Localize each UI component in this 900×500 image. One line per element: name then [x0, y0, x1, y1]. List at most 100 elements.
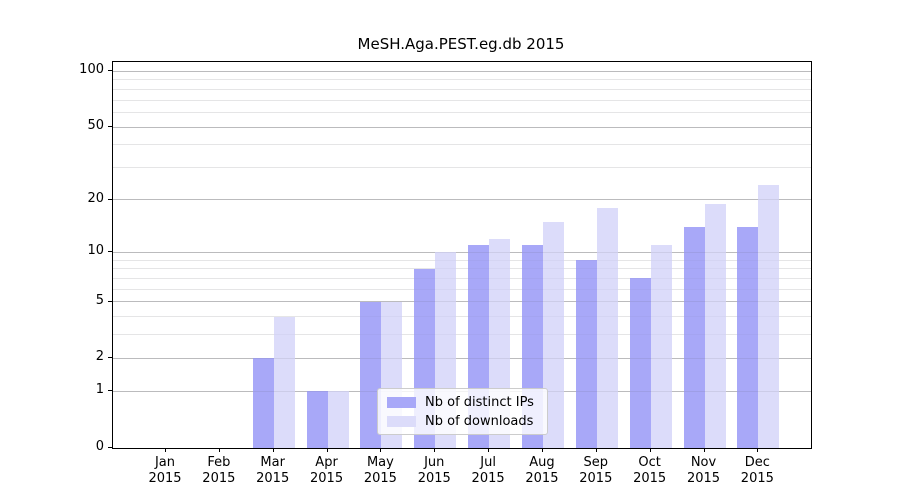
minor-gridline-overlay — [113, 79, 811, 81]
plot-area — [112, 61, 812, 449]
x-tick-label-nov: Nov 2015 — [676, 455, 732, 487]
minor-gridline — [113, 79, 811, 81]
year-label: 2015 — [686, 471, 721, 486]
minor-gridline-overlay — [113, 259, 811, 261]
x-tick-label-aug: Aug 2015 — [514, 455, 570, 487]
month-label: Aug — [529, 455, 555, 470]
bar-dec-downloads — [758, 185, 780, 448]
year-label: 2015 — [363, 471, 397, 486]
legend-item-downloads: Nb of downloads — [387, 414, 538, 429]
x-tick-label-feb: Feb 2015 — [191, 455, 247, 487]
y-tick-mark — [108, 198, 112, 200]
x-tick-mark — [218, 448, 220, 452]
y-tick-label: 20 — [87, 190, 104, 206]
year-label: 2015 — [579, 471, 613, 486]
month-label: Sep — [583, 455, 609, 470]
minor-gridline — [113, 112, 811, 114]
major-gridline-overlay — [113, 357, 811, 359]
major-gridline-overlay — [113, 126, 811, 128]
minor-gridline-overlay — [113, 268, 811, 270]
major-gridline-overlay — [113, 301, 811, 303]
minor-gridline — [113, 259, 811, 261]
y-tick-mark — [108, 390, 112, 392]
minor-gridline — [113, 99, 811, 101]
year-label: 2015 — [256, 471, 290, 486]
x-tick-mark — [434, 448, 436, 452]
x-tick-mark — [649, 448, 651, 452]
x-tick-label-oct: Oct 2015 — [622, 455, 678, 487]
x-tick-label-apr: Apr 2015 — [299, 455, 355, 487]
minor-gridline — [113, 268, 811, 270]
y-tick-label: 50 — [87, 118, 104, 134]
y-tick-label: 100 — [79, 62, 104, 78]
bar-may-ips — [360, 301, 382, 448]
minor-gridline-overlay — [113, 288, 811, 290]
month-label: Jul — [480, 455, 496, 470]
minor-gridline-overlay — [113, 277, 811, 279]
x-tick-label-jun: Jun 2015 — [406, 455, 462, 487]
bar-nov-downloads — [704, 203, 726, 448]
y-tick-mark — [108, 357, 112, 359]
minor-gridline — [113, 316, 811, 318]
year-label: 2015 — [202, 471, 236, 486]
major-gridline-overlay — [113, 251, 811, 253]
x-tick-mark — [380, 448, 382, 452]
minor-gridline — [113, 167, 811, 169]
y-tick-label: 5 — [95, 292, 104, 308]
x-tick-mark — [757, 448, 759, 452]
y-tick-mark — [108, 447, 112, 448]
month-label: Nov — [690, 455, 717, 470]
major-gridline-overlay — [113, 199, 811, 201]
x-tick-label-sep: Sep 2015 — [568, 455, 624, 487]
month-label: Jun — [424, 455, 445, 470]
x-tick-mark — [272, 448, 274, 452]
minor-gridline — [113, 277, 811, 279]
minor-gridline-overlay — [113, 99, 811, 101]
major-gridline — [113, 357, 811, 359]
x-tick-label-dec: Dec 2015 — [729, 455, 785, 487]
major-gridline — [113, 126, 811, 128]
year-label: 2015 — [633, 471, 667, 486]
y-tick-mark — [108, 70, 112, 72]
legend-label-downloads: Nb of downloads — [425, 413, 534, 429]
bar-apr-ips — [306, 391, 328, 448]
major-gridline — [113, 70, 811, 72]
bar-nov-ips — [683, 227, 705, 448]
minor-gridline — [113, 288, 811, 290]
year-label: 2015 — [417, 471, 451, 486]
minor-gridline — [113, 88, 811, 90]
legend-swatch-downloads — [387, 415, 416, 427]
minor-gridline — [113, 144, 811, 146]
y-tick-label: 0 — [95, 439, 104, 454]
bar-oct-downloads — [650, 245, 672, 448]
x-tick-mark — [326, 448, 328, 452]
legend-swatch-distinct-ips — [387, 396, 416, 408]
x-tick-mark — [595, 448, 597, 452]
y-tick-mark — [108, 126, 112, 128]
month-label: May — [366, 455, 394, 470]
bar-sep-ips — [575, 260, 597, 448]
bar-mar-downloads — [273, 316, 295, 448]
legend: Nb of distinct IPs Nb of downloads — [377, 388, 548, 435]
major-gridline — [113, 301, 811, 303]
minor-gridline-overlay — [113, 167, 811, 169]
bar-mar-ips — [252, 358, 274, 448]
minor-gridline-overlay — [113, 112, 811, 114]
year-label: 2015 — [471, 471, 505, 486]
bar-sep-downloads — [596, 207, 618, 448]
chart-title: MeSH.Aga.PEST.eg.db 2015 — [357, 35, 565, 53]
x-tick-label-may: May 2015 — [352, 455, 408, 487]
x-tick-mark — [165, 448, 166, 452]
month-label: Apr — [315, 455, 338, 470]
x-tick-label-jul: Jul 2015 — [460, 455, 516, 487]
month-label: Mar — [260, 455, 285, 470]
month-label: Dec — [744, 455, 770, 470]
x-tick-mark — [703, 448, 705, 452]
bar-dec-ips — [737, 227, 759, 448]
minor-gridline-overlay — [113, 144, 811, 146]
bar-apr-downloads — [327, 391, 349, 448]
month-label: Oct — [638, 455, 661, 470]
x-tick-mark — [541, 448, 543, 452]
y-tick-label: 10 — [87, 243, 104, 259]
